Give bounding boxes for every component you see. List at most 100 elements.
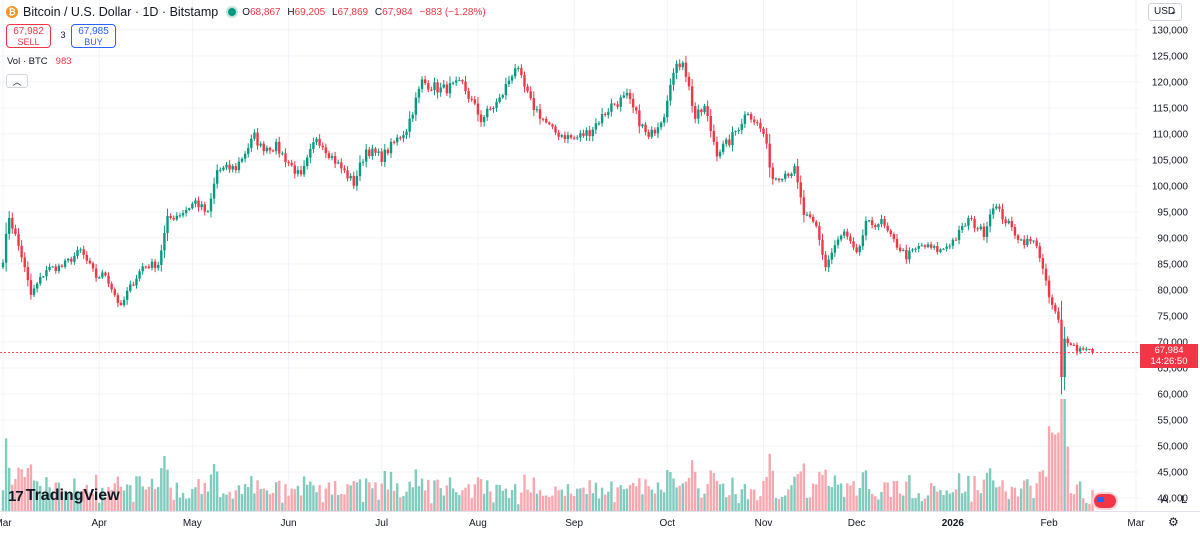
volume-bar (638, 478, 641, 511)
volume-bar (517, 504, 520, 511)
volume-bar (529, 492, 532, 511)
candle-body (650, 129, 653, 137)
price-axis[interactable]: 40,000 45,000 50,000 55,000 60,000 65,000 70,0… (1152, 25, 1189, 504)
flag-icon[interactable] (1094, 494, 1116, 508)
candle-body (265, 147, 269, 152)
volume-bar (1016, 496, 1020, 511)
candle-body (57, 265, 61, 272)
x-tick-label: Mar (1127, 518, 1145, 529)
volume-bar (358, 479, 362, 511)
volume-bar (129, 485, 132, 511)
candle-body (94, 268, 98, 278)
volume-bar (554, 486, 557, 511)
volume-bar (448, 477, 452, 511)
volume-bar (1, 490, 5, 511)
candle-body (1054, 304, 1057, 312)
volume-bar (408, 481, 411, 511)
symbol-title[interactable]: Bitcoin / U.S. Dollar · 1D · Bitstamp (23, 5, 219, 19)
candle-body (945, 246, 948, 249)
x-tick-label: Sep (565, 518, 583, 529)
volume-bar (731, 477, 734, 511)
candle-body (926, 244, 930, 248)
candle-body (45, 270, 48, 277)
volume-bar (1066, 446, 1069, 511)
volume-bar (312, 485, 315, 511)
volume-bar (728, 495, 731, 511)
candle-body (455, 80, 458, 83)
volume-bar (883, 482, 886, 511)
volume-bar (1019, 488, 1023, 511)
volume-bar (579, 488, 582, 511)
volume-bar (324, 488, 328, 511)
candle-body (756, 122, 759, 124)
candle-body (219, 169, 222, 171)
candle-body (1072, 344, 1076, 346)
candle-body (39, 277, 42, 284)
volume-bar (203, 482, 206, 511)
auto-scale-button[interactable]: A (1161, 494, 1169, 506)
volume-bar (1082, 498, 1085, 511)
candle-body (948, 245, 951, 247)
candle-body (318, 138, 321, 146)
volume-bar (787, 489, 790, 511)
volume-bar (473, 484, 477, 511)
candle-body (85, 254, 89, 261)
candle-body (588, 130, 591, 137)
y-tick-label: 95,000 (1157, 207, 1188, 218)
log-scale-button[interactable]: L (1181, 494, 1188, 506)
y-tick-label: 45,000 (1157, 467, 1188, 478)
candle-body (1013, 227, 1017, 236)
candle-body (324, 147, 328, 154)
gear-icon[interactable]: ⚙ (1168, 515, 1179, 529)
volume-bar (63, 490, 67, 511)
volume-bar (175, 482, 179, 511)
volume-bar (287, 495, 290, 511)
volume-bar (219, 497, 222, 511)
tradingview-logo[interactable]: 17 TradingView (8, 487, 120, 505)
candle-body (839, 235, 843, 240)
volume-bar (98, 502, 101, 511)
bitcoin-icon[interactable]: ₿ (6, 6, 18, 18)
candle-body (414, 97, 418, 115)
volume-bar (635, 486, 638, 511)
candle-body (582, 133, 585, 136)
volume-bar (762, 480, 765, 511)
volume-bar (681, 483, 684, 511)
candle-body (771, 167, 775, 179)
candle-body (476, 103, 480, 115)
candle-body (54, 266, 57, 272)
volume-bar (265, 490, 269, 511)
volume-bar (23, 477, 26, 511)
candle-body (380, 151, 383, 162)
candle-body (35, 283, 39, 289)
candle-body (697, 109, 700, 119)
volume-bar (1010, 486, 1014, 511)
volume-bar (458, 495, 461, 511)
candle-body (166, 215, 169, 234)
candle-body (821, 239, 824, 255)
volume-bar (88, 492, 92, 511)
time-axis[interactable]: Mar Apr May Jun Jul Aug Sep Oct Nov Dec 2026 Feb Mar (0, 518, 1145, 529)
candle-body (495, 101, 498, 109)
currency-select[interactable]: USD ⌄ (1148, 3, 1182, 21)
candle-body (666, 100, 669, 118)
chevron-up-icon[interactable]: ︿ (6, 74, 28, 88)
candle-body (535, 109, 539, 111)
candle-body (268, 147, 272, 151)
volume-bar (1007, 499, 1010, 511)
candle-body (985, 226, 989, 237)
buy-button[interactable]: 67,985 BUY (71, 24, 116, 48)
y-tick-label: 105,000 (1152, 155, 1189, 166)
volume-bar (4, 438, 8, 511)
candle-body (132, 284, 135, 286)
volume-bar (113, 483, 116, 511)
volume-legend[interactable]: Vol · BTC 983 (7, 56, 72, 67)
volume-bar (290, 488, 293, 511)
volume-bar (721, 483, 725, 511)
candle-body (889, 230, 892, 235)
candle-body (920, 245, 924, 247)
sell-button[interactable]: 67,982 SELL (6, 24, 51, 48)
candle-body (358, 162, 362, 177)
x-tick-label: May (183, 518, 202, 529)
